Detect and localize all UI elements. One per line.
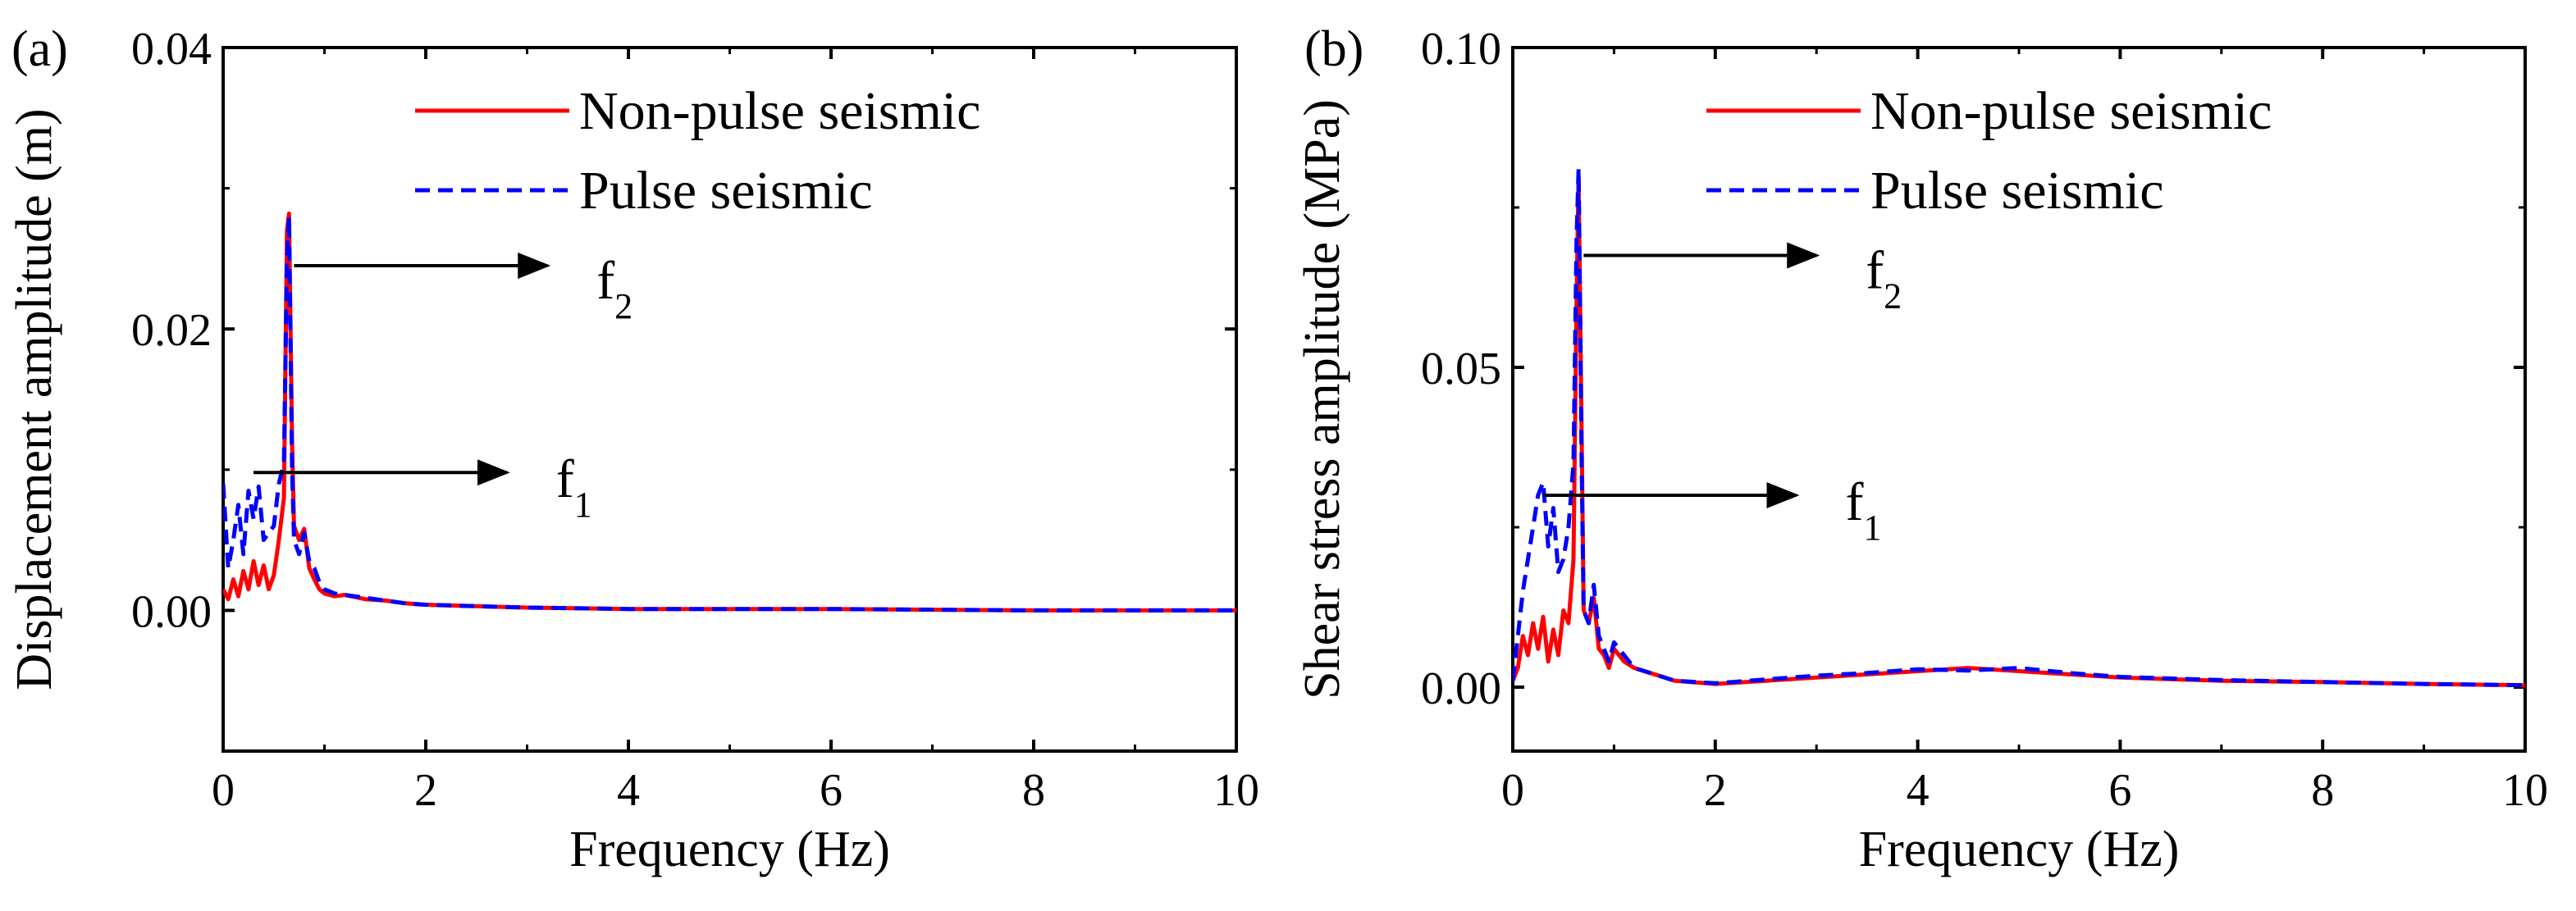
- panel-a-tag: (a): [11, 21, 68, 77]
- y-tick-label: 0.00: [131, 586, 212, 637]
- y-axis-title: Displacement amplitude (m): [7, 108, 62, 690]
- x-tick-label: 6: [2108, 765, 2131, 816]
- x-tick-label: 10: [2502, 765, 2548, 816]
- x-tick-label: 0: [1501, 765, 1524, 816]
- series-line-pulse: [1513, 166, 2525, 688]
- x-tick-label: 10: [1213, 765, 1259, 816]
- x-tick-label: 6: [820, 765, 843, 816]
- plot-frame: [1511, 46, 2527, 753]
- series-line-non-pulse: [1513, 173, 2525, 688]
- y-tick-label: 0.04: [131, 24, 212, 75]
- panel-a: (a) 0 2 4 6 8 10 0.00 0.02 0.04 Frequency (Hz) Dis…: [7, 21, 1259, 877]
- x-tick-label: 8: [1022, 765, 1045, 816]
- x-tick-label: 2: [414, 765, 437, 816]
- legend-label: Non-pulse seismic: [1870, 81, 2272, 141]
- annotation-label-f2: f2: [596, 251, 633, 326]
- plot-b: 0 2 4 6 8 10 0.00 0.05 0.10 Frequency (Hz) Shear s…: [1295, 24, 2548, 877]
- y-tick-label: 0.02: [131, 305, 212, 356]
- y-tick-label: 0.00: [1421, 663, 1501, 714]
- annotation-label-f2: f2: [1866, 241, 1902, 317]
- x-tick-label: 4: [1907, 765, 1930, 816]
- annotation-label-f1: f1: [1846, 472, 1882, 548]
- series-line-non-pulse: [223, 212, 1236, 613]
- legend-label: Non-pulse seismic: [579, 81, 980, 141]
- y-tick-label: 0.05: [1421, 344, 1501, 394]
- x-tick-label: 0: [212, 765, 235, 816]
- x-axis-title: Frequency (Hz): [569, 822, 890, 877]
- y-tick-label: 0.10: [1421, 24, 1501, 75]
- series-line-pulse: [223, 214, 1236, 613]
- panel-b-tag: (b): [1304, 21, 1363, 77]
- plot-frame: [222, 46, 1238, 753]
- legend-label: Pulse seismic: [579, 161, 873, 221]
- panel-b: (b) 0 2 4 6 8 10 0.00 0.05 0.10 Frequency (Hz) She…: [1295, 21, 2548, 877]
- y-axis-title: Shear stress amplitude (MPa): [1295, 99, 1350, 699]
- x-axis-title: Frequency (Hz): [1859, 822, 2180, 877]
- legend-label: Pulse seismic: [1870, 161, 2164, 221]
- x-tick-label: 8: [2311, 765, 2334, 816]
- x-tick-label: 4: [617, 765, 640, 816]
- plot-a: 0 2 4 6 8 10 0.00 0.02 0.04 Frequency (Hz) Displac…: [7, 24, 1259, 877]
- annotation-label-f1: f1: [556, 449, 592, 525]
- x-tick-label: 2: [1704, 765, 1727, 816]
